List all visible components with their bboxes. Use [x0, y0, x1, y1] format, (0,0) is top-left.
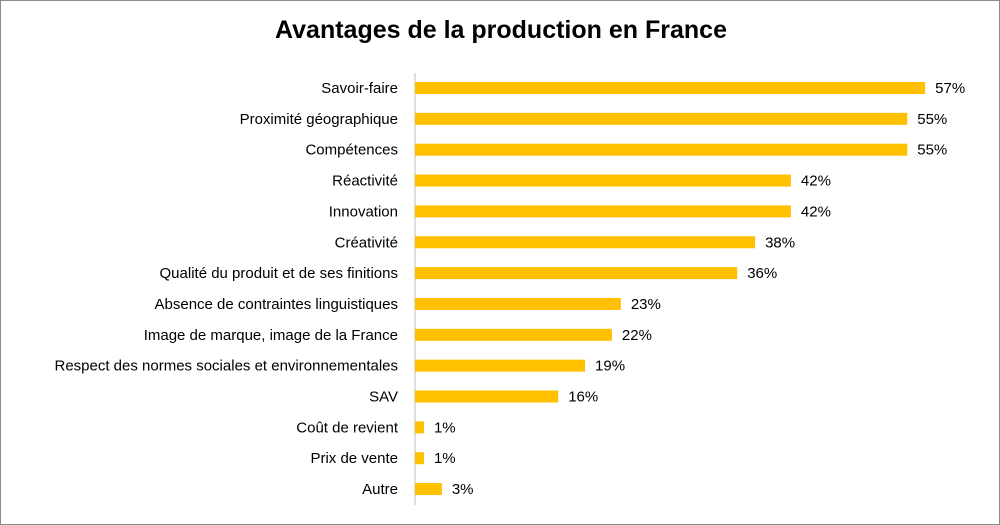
bar — [415, 421, 424, 434]
bar — [415, 82, 926, 94]
data-label: 36% — [747, 265, 777, 282]
category-label: Coût de revient — [296, 419, 399, 436]
bar — [415, 297, 621, 310]
data-label: 42% — [801, 173, 831, 190]
bar — [415, 236, 756, 249]
bar — [415, 483, 442, 496]
data-label: 38% — [765, 234, 795, 251]
data-label: 23% — [631, 296, 661, 313]
category-label: Compétences — [305, 142, 398, 159]
category-label: Qualité du produit et de ses finitions — [160, 265, 398, 282]
data-label: 55% — [917, 142, 947, 159]
bar — [415, 205, 791, 218]
data-label: 55% — [917, 111, 947, 128]
category-label: Prix de vente — [310, 450, 398, 467]
category-label: Créativité — [335, 234, 398, 251]
bar — [415, 328, 612, 341]
data-label: 16% — [568, 389, 598, 406]
data-label: 22% — [622, 327, 652, 344]
data-label: 3% — [452, 481, 474, 498]
data-label: 1% — [434, 450, 456, 467]
bar — [415, 452, 424, 465]
category-label: Autre — [362, 481, 398, 498]
category-label: Innovation — [329, 203, 398, 220]
bar — [415, 143, 908, 156]
category-label: Réactivité — [332, 173, 398, 190]
category-label: Savoir-faire — [321, 80, 398, 97]
data-label: 57% — [935, 80, 965, 97]
chart-title: Avantages de la production en France — [275, 16, 727, 44]
category-label: Respect des normes sociales et environne… — [54, 358, 398, 375]
category-label: Absence de contraintes linguistiques — [155, 296, 399, 313]
category-label: SAV — [369, 389, 398, 406]
category-label: Proximité géographique — [240, 111, 398, 128]
data-label: 19% — [595, 358, 625, 375]
data-label: 42% — [801, 203, 831, 220]
bar — [415, 390, 559, 403]
bar — [415, 174, 791, 187]
data-label: 1% — [434, 419, 456, 436]
bar — [415, 112, 908, 125]
bar — [415, 267, 738, 280]
bar — [415, 359, 586, 372]
category-label: Image de marque, image de la France — [144, 327, 398, 344]
